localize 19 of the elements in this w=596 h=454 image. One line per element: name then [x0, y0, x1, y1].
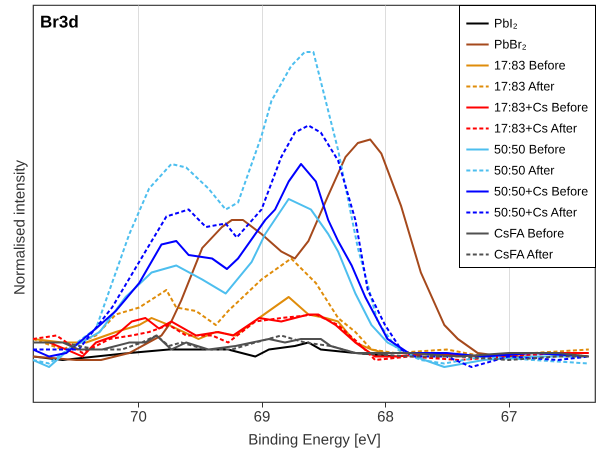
x-tick-label: 70 [130, 408, 147, 426]
legend-label: PbBr₂ [494, 38, 527, 52]
chart-title: Br3d [40, 12, 79, 32]
x-tick-label: 69 [254, 408, 270, 426]
legend-label: 17:83+Cs Before [494, 100, 588, 114]
legend-label: 50:50 After [494, 164, 554, 178]
x-tick-label: 67 [500, 408, 518, 426]
legend-label: 50:50 Before [494, 142, 566, 156]
x-axis-title: Binding Energy [eV] [248, 432, 381, 448]
legend-label: PbI₂ [494, 16, 518, 30]
legend-label: 50:50+Cs Before [494, 184, 588, 198]
y-axis-title: Normalised intensity [12, 159, 28, 296]
legend-label: 17:83 After [494, 80, 554, 94]
legend-label: 50:50+Cs After [494, 206, 578, 220]
x-tick-label: 68 [377, 408, 394, 426]
legend-label: CsFA After [494, 248, 554, 262]
legend-label: 17:83+Cs After [494, 122, 578, 136]
legend-label: CsFA Before [494, 226, 564, 240]
legend-label: 17:83 Before [494, 58, 566, 72]
